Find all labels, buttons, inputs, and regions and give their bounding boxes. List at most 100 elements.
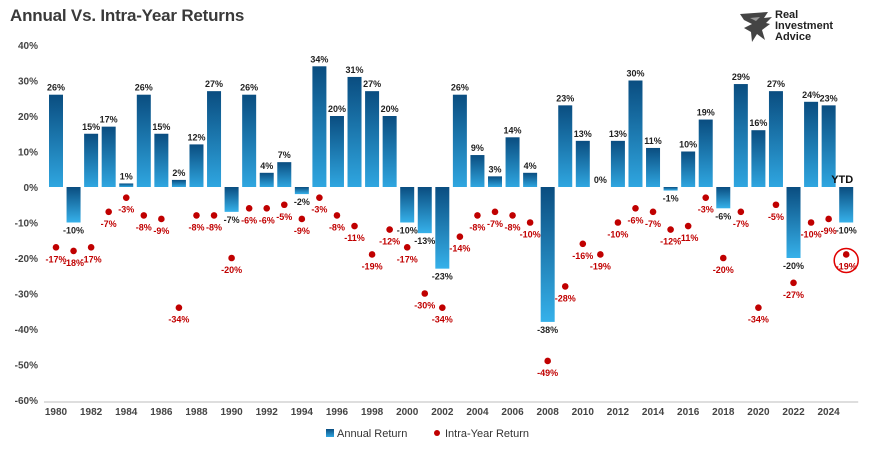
annual-return-label: 34%: [310, 54, 328, 64]
intra-year-dot: [842, 251, 850, 258]
annual-return-label: 4%: [524, 161, 537, 171]
x-tick-label: 1988: [185, 407, 208, 418]
annual-return-label: 27%: [363, 79, 381, 89]
intra-year-label: -19%: [362, 261, 383, 271]
intra-year-label: -7%: [733, 219, 749, 229]
annual-return-label: 10%: [679, 140, 697, 150]
intra-year-dot: [649, 208, 657, 216]
intra-year-label: -49%: [537, 368, 558, 378]
annual-return-label: 2%: [172, 168, 185, 178]
intra-year-dot: [667, 226, 674, 233]
chart-title: Annual Vs. Intra-Year Returns: [10, 6, 245, 25]
intra-year-dot: [719, 254, 727, 262]
intra-year-label: -8%: [188, 222, 204, 232]
intra-year-dot: [70, 247, 77, 255]
annual-return-bar: [488, 176, 502, 187]
intra-year-dot: [790, 279, 797, 287]
intra-year-label: -5%: [768, 212, 784, 222]
annual-return-label: 19%: [697, 108, 715, 118]
annual-return-label: 16%: [749, 118, 767, 128]
x-tick-label: 1994: [291, 407, 314, 418]
y-tick-label: -30%: [15, 290, 38, 301]
intra-year-label: -27%: [783, 290, 804, 300]
intra-year-dot: [280, 201, 288, 209]
intra-year-label: -9%: [821, 226, 837, 236]
annual-return-bar: [610, 140, 625, 187]
annual-return-label: 13%: [609, 129, 627, 139]
annual-return-label: -10%: [63, 226, 84, 236]
intra-year-dot: [544, 357, 551, 365]
intra-year-label: -14%: [449, 244, 470, 254]
annual-return-bar: [171, 179, 186, 187]
annual-return-bar: [294, 187, 309, 195]
intra-year-label: -19%: [836, 261, 857, 271]
annual-return-bar: [646, 147, 661, 187]
x-tick-label: 2012: [607, 407, 630, 418]
x-tick-label: 1980: [45, 407, 68, 418]
intra-year-dot: [368, 251, 376, 258]
annual-return-bar: [84, 133, 99, 187]
intra-year-label: -6%: [241, 215, 257, 225]
annual-return-bar: [435, 187, 450, 269]
y-tick-label: -60%: [15, 396, 38, 407]
legend-intra-swatch: [434, 430, 440, 436]
annual-return-bar: [417, 187, 432, 234]
intra-year-dot: [474, 212, 481, 219]
annual-return-label: 11%: [644, 136, 662, 146]
annual-return-label: 30%: [626, 69, 644, 79]
annual-return-label: 17%: [100, 115, 118, 125]
annual-return-labels: 26%-10%15%17%1%26%15%2%12%27%-7%26%4%7%-…: [47, 54, 857, 335]
x-tick-label: 1986: [150, 407, 173, 418]
annual-return-label: -20%: [783, 261, 804, 271]
intra-year-label: -8%: [469, 222, 485, 232]
intra-year-label: -18%: [63, 258, 84, 268]
annual-return-bar: [365, 91, 380, 187]
annual-return-bars: [49, 66, 854, 322]
annual-return-label: -1%: [663, 194, 679, 204]
intra-year-dot: [351, 222, 358, 230]
annual-return-bar: [312, 66, 327, 187]
annual-return-label: 20%: [381, 104, 399, 114]
annual-return-label: 12%: [187, 132, 205, 142]
brand-name: Real Investment Advice: [775, 9, 834, 43]
annual-return-bar: [733, 84, 748, 187]
annual-return-label: -13%: [414, 236, 435, 246]
intra-year-dot: [245, 205, 253, 212]
intra-year-label: -9%: [153, 226, 169, 236]
x-tick-label: 1990: [220, 407, 243, 418]
annual-return-label: -6%: [715, 211, 731, 221]
x-tick-label: 1984: [115, 407, 138, 418]
x-tick-label: 2016: [677, 407, 700, 418]
x-tick-label: 2004: [466, 407, 489, 418]
annual-return-bar: [66, 187, 81, 223]
intra-year-dot: [175, 304, 183, 312]
y-tick-label: 40%: [18, 41, 38, 52]
intra-year-dot: [561, 283, 569, 290]
intra-year-dot: [491, 208, 499, 216]
intra-year-label: -8%: [329, 222, 345, 232]
annual-return-bar: [663, 187, 678, 191]
intra-year-label: -34%: [432, 315, 453, 325]
annual-return-label: 15%: [152, 122, 170, 132]
annual-return-label: 1%: [120, 171, 133, 181]
intra-year-label: -6%: [259, 215, 275, 225]
intra-year-dot: [52, 244, 60, 251]
annual-return-label: 23%: [820, 93, 838, 103]
intra-year-dot: [439, 304, 446, 312]
intra-year-dot: [403, 244, 411, 251]
highlight-circle: [833, 247, 859, 274]
annual-return-bar: [470, 155, 485, 187]
intra-year-label: -12%: [379, 237, 400, 247]
intra-year-label: -34%: [748, 315, 769, 325]
x-tick-label: 2002: [431, 407, 454, 418]
annual-return-label: -7%: [224, 215, 240, 225]
intra-year-label: -7%: [487, 219, 503, 229]
annual-return-bar: [716, 187, 731, 209]
x-tick-label: 2008: [537, 407, 560, 418]
eagle-logo-icon: [740, 12, 772, 42]
x-tick-label: 1982: [80, 407, 103, 418]
annual-return-bar: [101, 126, 116, 187]
intra-year-label: -3%: [118, 205, 134, 215]
intra-year-dot: [298, 215, 306, 223]
